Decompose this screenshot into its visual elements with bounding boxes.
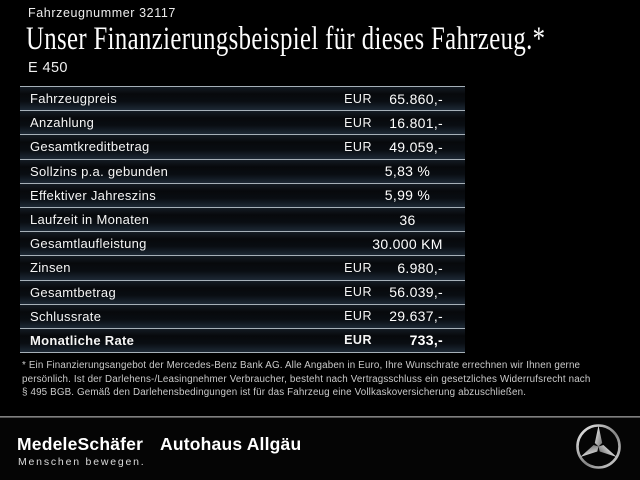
- table-row: Sollzins p.a. gebunden 5,83 %: [20, 158, 465, 183]
- table-row: Gesamtlaufleistung 30.000 KM: [20, 231, 465, 256]
- footer-divider: [0, 416, 640, 418]
- row-label: Zinsen: [30, 260, 71, 276]
- table-row: Gesamtkreditbetrag EUR 49.059,-: [20, 134, 465, 159]
- row-currency: EUR: [344, 333, 372, 348]
- row-currency: EUR: [344, 115, 372, 130]
- row-value: 29.637,-: [389, 308, 443, 325]
- row-value: 65.860,-: [389, 90, 443, 107]
- row-currency: EUR: [344, 285, 372, 300]
- table-row: Schlussrate EUR 29.637,-: [20, 303, 465, 328]
- dealer-slogan: Menschen bewegen.: [18, 456, 146, 468]
- row-label: Anzahlung: [30, 115, 95, 131]
- row-currency: EUR: [344, 139, 372, 154]
- table-row: Effektiver Jahreszins 5,99 %: [20, 182, 465, 207]
- mercedes-star-icon: [576, 424, 621, 469]
- dealer-secondary-logo: Autohaus Allgäu: [160, 434, 302, 454]
- row-label: Gesamtlaufleistung: [30, 236, 147, 252]
- model-name: E 450: [28, 60, 68, 76]
- row-label: Sollzins p.a. gebunden: [30, 163, 169, 179]
- row-value: 5,99 %: [384, 187, 431, 204]
- row-value: 733,-: [409, 332, 443, 349]
- footnote-line: persönlich. Ist der Darlehens-/Leasingne…: [22, 373, 591, 385]
- row-label: Schlussrate: [30, 308, 102, 324]
- footnote: * Ein Finanzierungsangebot der Mercedes-…: [22, 359, 590, 400]
- row-value: 49.059,-: [389, 138, 443, 155]
- row-value: 30.000 KM: [372, 235, 443, 252]
- table-row: Anzahlung EUR 16.801,-: [20, 110, 465, 135]
- row-currency: EUR: [344, 309, 372, 324]
- footnote-line: * Ein Finanzierungsangebot der Mercedes-…: [22, 360, 581, 371]
- row-value: 5,83 %: [384, 163, 431, 180]
- footnote-line: § 495 BGB. Gemäß den Darlehensbedingunge…: [22, 387, 527, 399]
- row-label: Gesamtkreditbetrag: [30, 139, 150, 155]
- table-row: Monatliche Rate EUR 733,-: [20, 327, 465, 353]
- row-value: 56.039,-: [389, 284, 443, 301]
- table-row: Laufzeit in Monaten 36: [20, 206, 465, 232]
- vehicle-number: Fahrzeugnummer 32117: [28, 6, 176, 20]
- row-value: 6.980,-: [397, 259, 443, 276]
- finance-table: Fahrzeugpreis EUR 65.860,- Anzahlung EUR 16.8…: [20, 86, 465, 354]
- row-label: Laufzeit in Monaten: [30, 212, 150, 228]
- row-currency: EUR: [344, 260, 372, 275]
- row-value: 36: [399, 211, 416, 228]
- table-row: Zinsen EUR 6.980,-: [20, 255, 465, 280]
- row-value: 16.801,-: [389, 114, 443, 131]
- row-label: Effektiver Jahreszins: [30, 187, 156, 203]
- row-currency: EUR: [344, 91, 372, 106]
- dealer-logo: MedeleSchäfer: [17, 434, 144, 454]
- table-row: Gesamtbetrag EUR 56.039,-: [20, 279, 465, 304]
- row-label: Monatliche Rate: [30, 332, 135, 348]
- row-label: Gesamtbetrag: [30, 284, 116, 300]
- footer: [0, 418, 640, 480]
- table-row: Fahrzeugpreis EUR 65.860,-: [20, 86, 465, 111]
- row-label: Fahrzeugpreis: [30, 91, 117, 107]
- page-title: Unser Finanzierungsbeispiel für dieses F…: [26, 21, 546, 57]
